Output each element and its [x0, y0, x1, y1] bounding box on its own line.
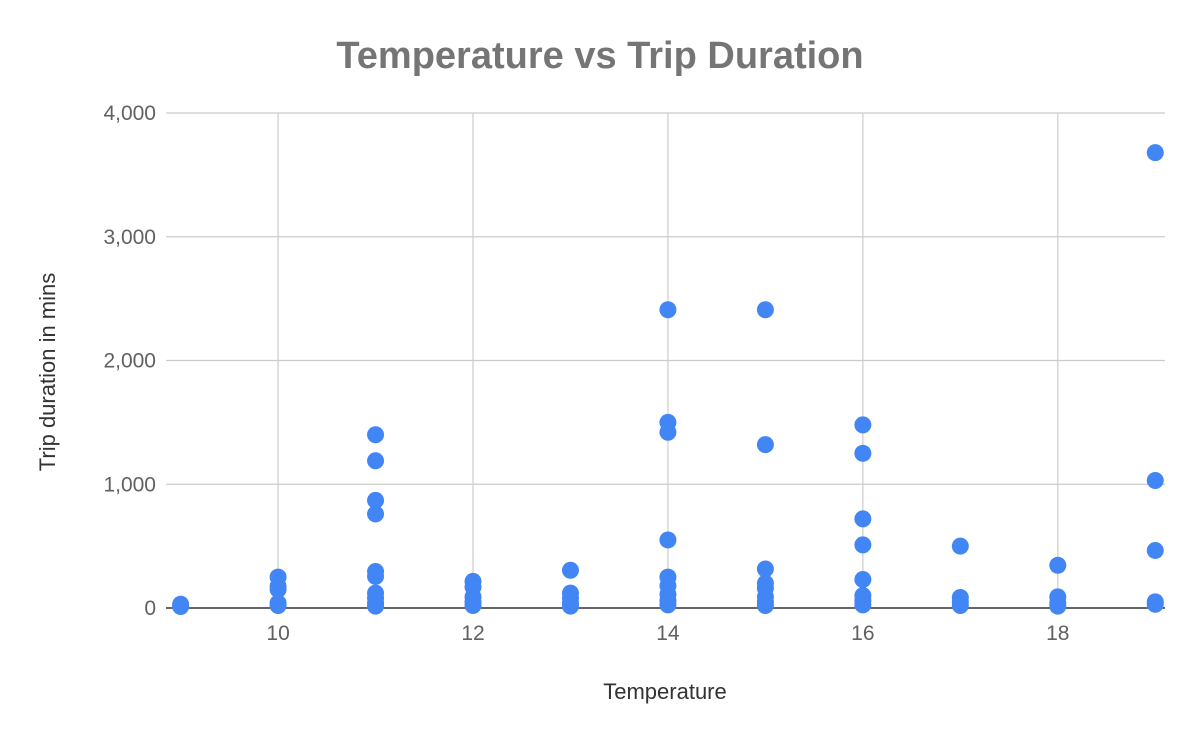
data-point — [756, 560, 774, 578]
data-point — [1146, 541, 1164, 559]
x-axis-title: Temperature — [603, 679, 727, 704]
data-point — [172, 598, 190, 616]
data-point — [659, 423, 677, 441]
data-point — [756, 301, 774, 319]
data-point — [561, 561, 579, 579]
x-tick-label: 12 — [461, 622, 484, 645]
data-point — [464, 597, 482, 615]
data-point — [561, 597, 579, 615]
axis-ticks: 0 1,000 2,000 3,000 4,000 10 12 14 16 18 — [103, 102, 1069, 645]
x-tick-label: 16 — [851, 622, 874, 645]
data-point — [367, 597, 385, 615]
data-point — [659, 596, 677, 614]
data-point — [951, 597, 969, 615]
data-point — [1049, 597, 1067, 615]
data-point — [854, 596, 872, 614]
data-point — [854, 444, 872, 462]
chart-title: Temperature vs Trip Duration — [336, 35, 863, 77]
data-point — [1146, 144, 1164, 162]
data-point — [367, 491, 385, 509]
y-tick-label: 2,000 — [103, 350, 156, 373]
data-point — [756, 436, 774, 454]
y-tick-label: 4,000 — [103, 102, 156, 125]
data-point — [756, 597, 774, 615]
data-point — [951, 537, 969, 555]
data-point — [854, 536, 872, 554]
data-point — [659, 301, 677, 319]
data-point — [269, 597, 287, 615]
data-point — [854, 571, 872, 589]
data-point — [854, 510, 872, 528]
data-point — [367, 452, 385, 470]
data-point — [854, 416, 872, 434]
y-axis-title: Trip duration in mins — [35, 273, 60, 471]
gridlines — [166, 112, 1165, 608]
data-point — [1049, 556, 1067, 574]
data-point — [1146, 472, 1164, 490]
x-tick-label: 10 — [266, 622, 289, 645]
data-points — [172, 144, 1164, 616]
data-point — [367, 567, 385, 585]
x-tick-label: 14 — [656, 622, 680, 645]
data-point — [367, 426, 385, 444]
y-tick-label: 1,000 — [103, 473, 156, 496]
x-tick-label: 18 — [1046, 622, 1069, 645]
y-tick-label: 3,000 — [103, 226, 156, 249]
data-point — [367, 505, 385, 523]
data-point — [269, 580, 287, 598]
data-point — [659, 531, 677, 549]
y-tick-label: 0 — [144, 597, 156, 620]
data-point — [1146, 595, 1164, 613]
